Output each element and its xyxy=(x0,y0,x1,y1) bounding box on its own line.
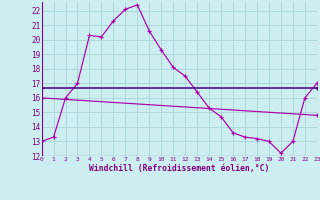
X-axis label: Windchill (Refroidissement éolien,°C): Windchill (Refroidissement éolien,°C) xyxy=(89,164,269,173)
